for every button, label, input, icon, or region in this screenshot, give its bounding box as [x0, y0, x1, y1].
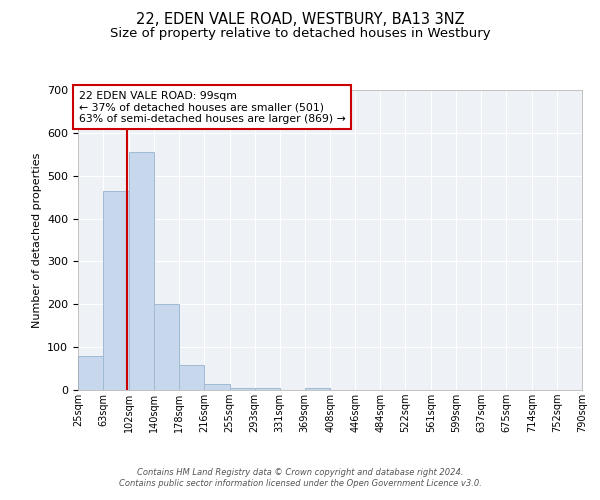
Text: 22 EDEN VALE ROAD: 99sqm
← 37% of detached houses are smaller (501)
63% of semi-: 22 EDEN VALE ROAD: 99sqm ← 37% of detach…: [79, 91, 346, 124]
Bar: [179, 365, 204, 390]
Bar: [78, 356, 103, 390]
Bar: [230, 388, 254, 390]
Text: 22, EDEN VALE ROAD, WESTBURY, BA13 3NZ: 22, EDEN VALE ROAD, WESTBURY, BA13 3NZ: [136, 12, 464, 28]
Y-axis label: Number of detached properties: Number of detached properties: [32, 152, 41, 328]
Bar: [204, 384, 230, 390]
Bar: [154, 304, 179, 390]
Text: Size of property relative to detached houses in Westbury: Size of property relative to detached ho…: [110, 28, 490, 40]
Bar: [254, 388, 280, 390]
Bar: [103, 190, 129, 390]
Text: Contains HM Land Registry data © Crown copyright and database right 2024.
Contai: Contains HM Land Registry data © Crown c…: [119, 468, 481, 487]
Bar: [129, 152, 154, 390]
Bar: [305, 388, 331, 390]
